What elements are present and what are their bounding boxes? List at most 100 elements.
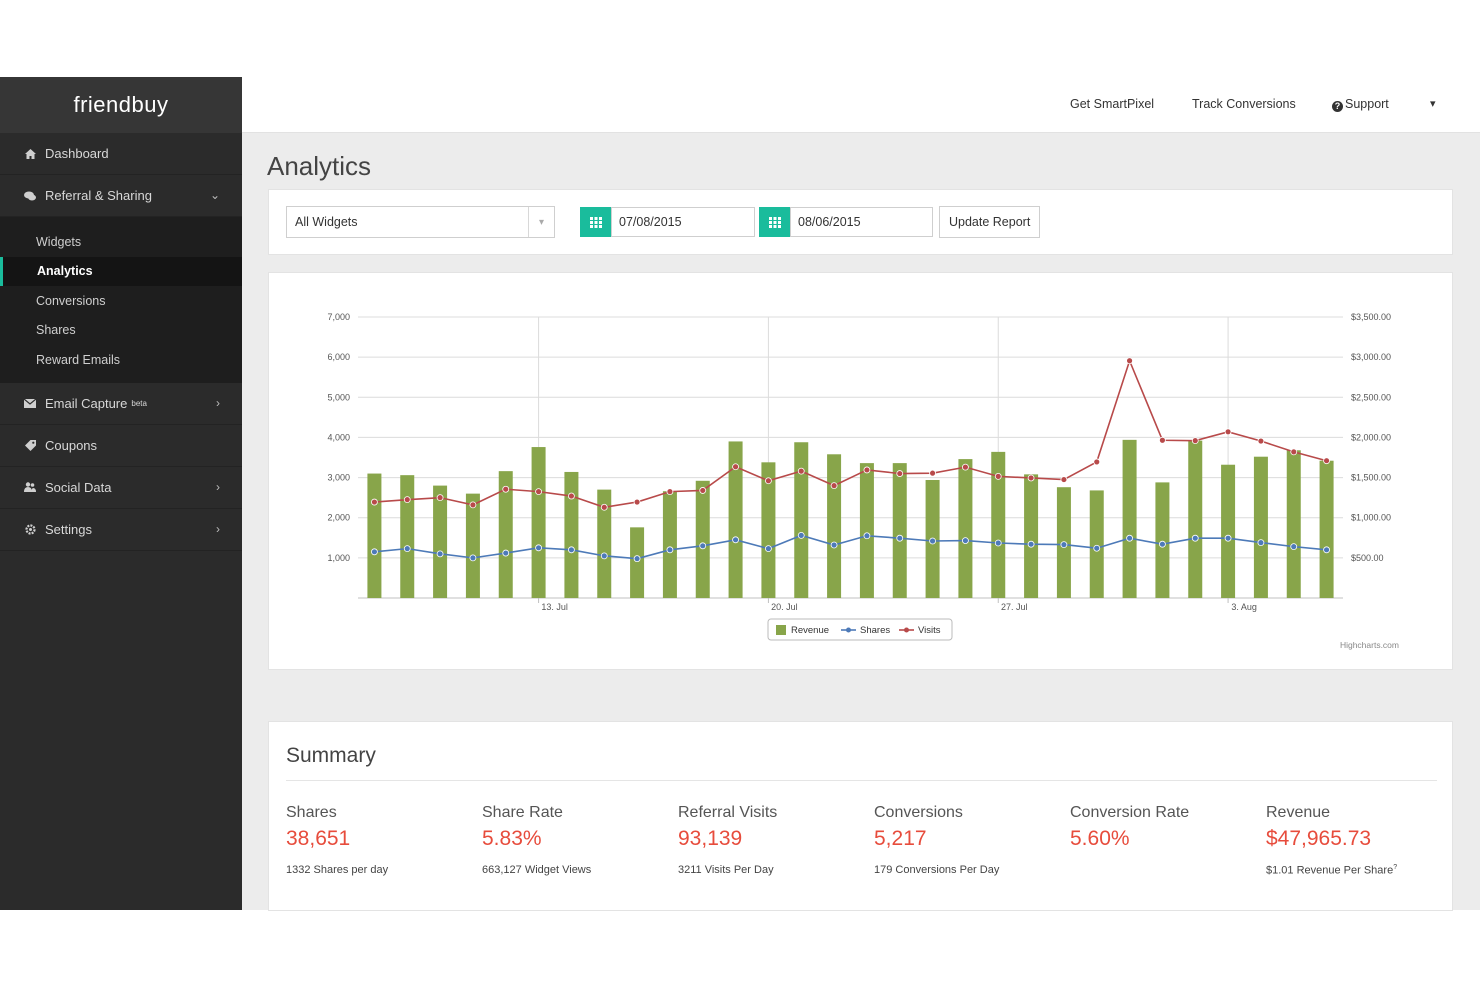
- beta-badge: beta: [131, 398, 147, 408]
- question-circle-icon: ?: [1332, 101, 1343, 112]
- tag-icon: [24, 439, 36, 451]
- home-icon: [24, 148, 36, 160]
- revenue-bar: [662, 491, 677, 598]
- stat-subtext: 179 Conversions Per Day: [874, 864, 1000, 876]
- y-left-tick-label: 2,000: [327, 513, 350, 523]
- chevron-down-icon[interactable]: ⌄: [209, 188, 220, 202]
- visits-point: [436, 494, 444, 502]
- start-date-calendar-button[interactable]: [580, 207, 611, 237]
- sidebar-item-label: Coupons: [45, 437, 98, 453]
- visits-point: [732, 463, 739, 471]
- sidebar-item-email-capture[interactable]: Email Capture beta ›: [0, 383, 242, 425]
- update-report-button[interactable]: Update Report: [939, 206, 1041, 238]
- stat-value: 38,651: [286, 827, 351, 850]
- revenue-bar: [827, 454, 842, 598]
- comments-icon: [24, 190, 36, 202]
- revenue-bar: [892, 463, 907, 598]
- sidebar-item-settings[interactable]: Settings ›: [0, 509, 242, 551]
- chevron-right-icon[interactable]: ›: [216, 479, 220, 494]
- revenue-bar: [498, 471, 513, 598]
- stat-label: Share Rate: [482, 804, 563, 821]
- chevron-right-icon[interactable]: ›: [216, 395, 220, 410]
- shares-point: [962, 537, 969, 544]
- page-title: Analytics: [267, 151, 372, 181]
- visits-point: [863, 466, 871, 474]
- calendar-icon: [589, 216, 602, 228]
- visits-point: [994, 472, 1002, 480]
- shares-point: [732, 536, 739, 544]
- shares-point: [863, 532, 871, 540]
- shares-point: [535, 544, 542, 552]
- shares-point: [403, 545, 411, 553]
- report-filter-panel: All Widgets ▾ 07/08/2015 08/06/2015: [268, 189, 1453, 255]
- sidebar-item-coupons[interactable]: Coupons: [0, 425, 242, 467]
- sidebar-item-label: Social Data: [45, 479, 112, 495]
- sidebar-subitem-reward-emails[interactable]: Reward Emails: [36, 352, 121, 367]
- visits-point: [699, 487, 707, 494]
- revenue-bar: [400, 475, 415, 598]
- sidebar-item-social-data[interactable]: Social Data ›: [0, 467, 242, 509]
- widget-select[interactable]: All Widgets ▾: [286, 206, 555, 238]
- visits-point: [666, 488, 674, 496]
- legend-shares-marker: [846, 627, 851, 633]
- revenue-bar: [1286, 450, 1301, 598]
- start-date-input[interactable]: 07/08/2015: [611, 207, 755, 237]
- revenue-bar: [597, 489, 612, 598]
- visits-point: [896, 470, 904, 477]
- sidebar-subitem-widgets[interactable]: Widgets: [36, 234, 82, 249]
- revenue-bar: [958, 459, 973, 598]
- account-dropdown-caret[interactable]: ▾: [1430, 98, 1436, 110]
- revenue-bar: [695, 480, 710, 598]
- y-right-tick-label: $1,000.00: [1351, 513, 1391, 523]
- shares-point: [666, 546, 674, 554]
- shares-point: [929, 537, 936, 545]
- visits-point: [962, 463, 969, 471]
- chevron-down-icon: ▾: [528, 207, 554, 237]
- stat-label: Revenue: [1266, 804, 1331, 821]
- revenue-bar: [564, 471, 579, 598]
- sidebar-subitem-conversions[interactable]: Conversions: [36, 293, 106, 308]
- sidebar-item-label: Settings: [45, 521, 92, 537]
- revenue-bar: [991, 451, 1006, 598]
- visits-point: [797, 467, 805, 475]
- visits-point: [830, 482, 838, 490]
- visits-point: [1159, 436, 1166, 444]
- chevron-right-icon[interactable]: ›: [216, 521, 220, 536]
- shares-point: [1060, 541, 1068, 549]
- sidebar-item-referral-sharing[interactable]: Referral & Sharing ⌄: [0, 175, 242, 217]
- analytics-chart: 1,000 $500.00 2,000 $1,000.00 3,000 $1,500.00…: [327, 312, 1399, 650]
- visits-point: [469, 501, 477, 509]
- y-right-tick-label: $3,000.00: [1351, 352, 1391, 362]
- stat-conversion-rate: Conversion Rate 5.60%: [1070, 804, 1260, 864]
- stat-label: Shares: [286, 804, 337, 821]
- stat-value: 93,139: [678, 827, 743, 850]
- sidebar-item-dashboard[interactable]: Dashboard: [0, 133, 242, 175]
- brand-logo[interactable]: friendbuy: [0, 77, 242, 133]
- y-right-tick-label: $3,500.00: [1351, 312, 1391, 322]
- envelope-icon: [24, 397, 36, 409]
- widget-select-value: All Widgets: [295, 215, 358, 229]
- y-left-tick-label: 3,000: [327, 473, 350, 483]
- calendar-icon: [768, 216, 781, 228]
- x-tick-label: 3. Aug: [1231, 602, 1257, 612]
- visits-point: [1027, 474, 1035, 482]
- end-date-input[interactable]: 08/06/2015: [790, 207, 933, 237]
- sidebar-subitem-shares[interactable]: Shares: [36, 323, 76, 338]
- shares-point: [994, 539, 1002, 547]
- help-mark[interactable]: ?: [1393, 864, 1398, 871]
- y-right-tick-label: $2,000.00: [1351, 432, 1391, 442]
- stat-value: 5.83%: [482, 827, 542, 850]
- revenue-bar: [1155, 482, 1170, 598]
- revenue-bar: [531, 447, 546, 598]
- shares-point: [896, 534, 904, 542]
- y-left-tick-label: 4,000: [327, 432, 350, 442]
- support-link[interactable]: ? Support: [1332, 97, 1389, 112]
- track-conversions-link[interactable]: Track Conversions: [1192, 97, 1296, 111]
- get-smartpixel-link[interactable]: Get SmartPixel: [1070, 97, 1155, 111]
- sidebar-subitem-analytics[interactable]: Analytics: [0, 256, 242, 286]
- shares-point: [1191, 534, 1199, 542]
- sidebar-item-label: Email Capture: [45, 395, 128, 411]
- revenue-bar: [1253, 456, 1268, 598]
- revenue-bar: [728, 441, 743, 598]
- end-date-calendar-button[interactable]: [759, 207, 790, 237]
